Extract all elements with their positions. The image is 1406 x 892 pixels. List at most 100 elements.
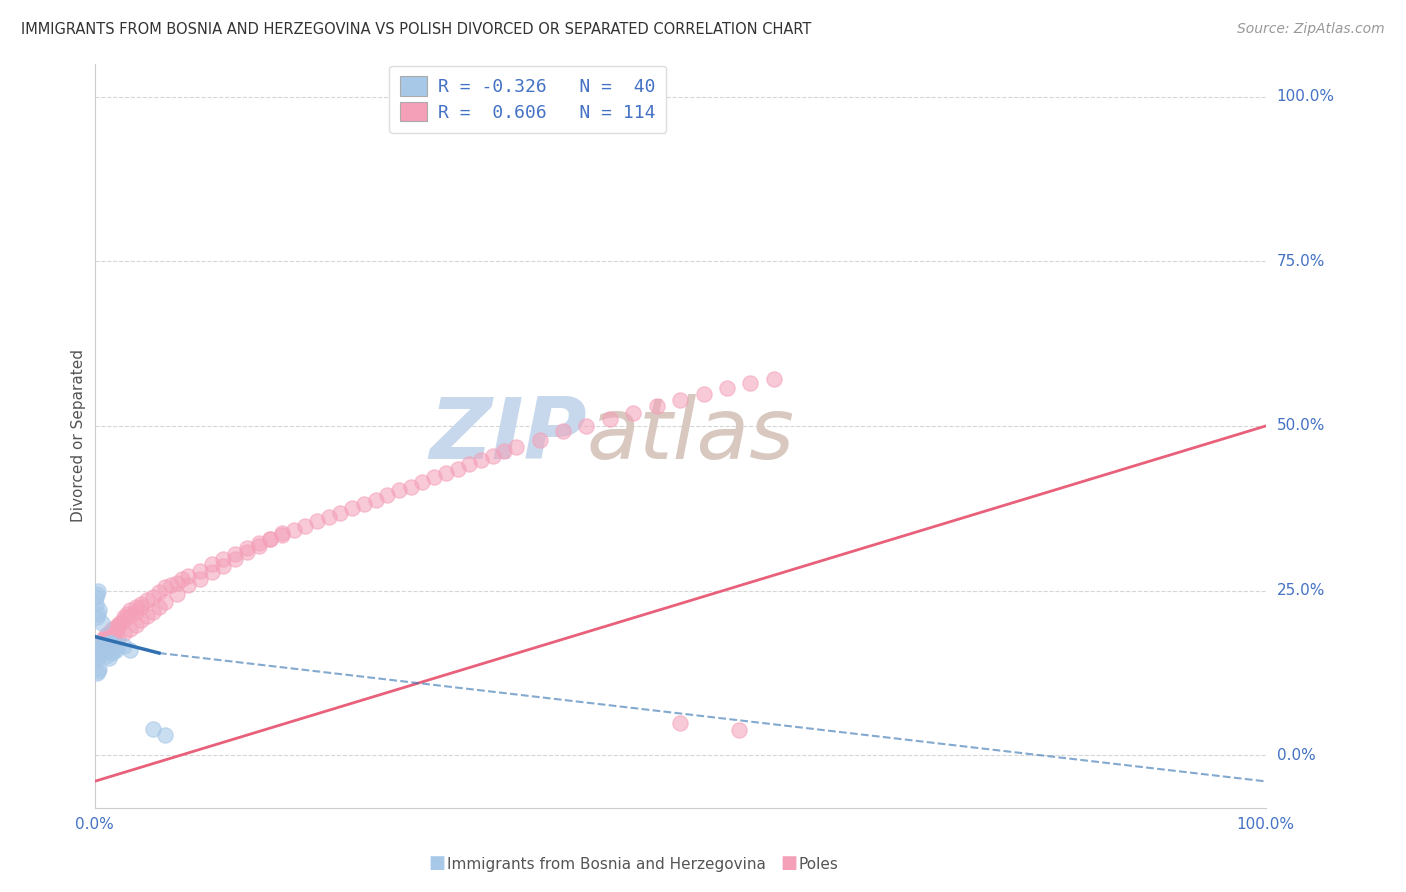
- Point: [159, 578, 181, 592]
- Point: [117, 607, 139, 621]
- Point: [93, 640, 115, 654]
- Point: [131, 613, 153, 627]
- Point: [107, 640, 129, 654]
- Point: [283, 523, 305, 537]
- Point: [669, 716, 692, 731]
- Point: [259, 532, 281, 546]
- Point: [101, 626, 124, 640]
- Point: [353, 497, 375, 511]
- Point: [94, 640, 117, 654]
- Point: [103, 623, 125, 637]
- Point: [388, 483, 411, 498]
- Point: [307, 515, 329, 529]
- Point: [86, 644, 108, 658]
- Point: [91, 632, 114, 647]
- Point: [294, 519, 316, 533]
- Point: [89, 640, 111, 654]
- Point: [271, 525, 294, 540]
- Text: 0.0%: 0.0%: [1277, 747, 1316, 763]
- Point: [87, 607, 110, 621]
- Point: [84, 597, 107, 611]
- Point: [740, 376, 762, 391]
- Point: [89, 603, 111, 617]
- Text: ■: ■: [780, 855, 797, 872]
- Point: [124, 617, 146, 632]
- Point: [399, 479, 422, 493]
- Point: [131, 599, 153, 614]
- Point: [166, 575, 188, 590]
- Point: [84, 646, 107, 660]
- Point: [86, 610, 108, 624]
- Point: [96, 628, 118, 642]
- Point: [142, 722, 165, 736]
- Point: [621, 406, 644, 420]
- Point: [259, 532, 281, 546]
- Point: [124, 599, 146, 614]
- Point: [470, 453, 492, 467]
- Point: [212, 552, 235, 566]
- Text: ZIP: ZIP: [429, 394, 586, 477]
- Text: 25.0%: 25.0%: [1277, 583, 1324, 598]
- Point: [107, 620, 129, 634]
- Point: [118, 603, 141, 617]
- Point: [118, 608, 141, 623]
- Point: [118, 622, 141, 636]
- Point: [153, 728, 176, 742]
- Point: [224, 552, 246, 566]
- Point: [177, 578, 200, 592]
- Point: [318, 509, 340, 524]
- Point: [90, 635, 112, 649]
- Point: [87, 641, 110, 656]
- Point: [96, 635, 118, 649]
- Point: [89, 640, 111, 654]
- Point: [86, 587, 108, 601]
- Point: [101, 646, 124, 660]
- Point: [93, 646, 115, 660]
- Legend: R = -0.326   N =  40, R =  0.606   N = 114: R = -0.326 N = 40, R = 0.606 N = 114: [389, 66, 666, 133]
- Point: [86, 665, 108, 680]
- Point: [112, 613, 135, 627]
- Point: [94, 644, 117, 658]
- Point: [247, 539, 270, 553]
- Point: [104, 642, 127, 657]
- Point: [89, 642, 111, 657]
- Point: [86, 646, 108, 660]
- Point: [224, 547, 246, 561]
- Point: [364, 492, 387, 507]
- Point: [505, 440, 527, 454]
- Point: [599, 412, 621, 426]
- Point: [90, 641, 112, 656]
- Point: [112, 640, 135, 654]
- Point: [136, 593, 159, 607]
- Point: [86, 640, 108, 654]
- Point: [107, 617, 129, 632]
- Point: [669, 392, 692, 407]
- Point: [84, 590, 107, 604]
- Point: [87, 583, 110, 598]
- Point: [188, 564, 211, 578]
- Point: [188, 572, 211, 586]
- Point: [89, 646, 111, 660]
- Point: [96, 649, 118, 664]
- Point: [342, 501, 364, 516]
- Point: [727, 723, 749, 737]
- Point: [100, 628, 122, 642]
- Point: [481, 449, 503, 463]
- Point: [100, 636, 122, 650]
- Point: [87, 664, 110, 678]
- Text: IMMIGRANTS FROM BOSNIA AND HERZEGOVINA VS POLISH DIVORCED OR SEPARATED CORRELATI: IMMIGRANTS FROM BOSNIA AND HERZEGOVINA V…: [21, 22, 811, 37]
- Point: [434, 467, 457, 481]
- Point: [692, 387, 714, 401]
- Point: [98, 638, 121, 652]
- Point: [93, 642, 115, 657]
- Point: [90, 640, 112, 654]
- Point: [551, 424, 574, 438]
- Point: [86, 649, 108, 664]
- Point: [177, 569, 200, 583]
- Point: [104, 624, 127, 639]
- Point: [375, 488, 398, 502]
- Point: [148, 599, 170, 614]
- Point: [96, 640, 118, 654]
- Point: [112, 610, 135, 624]
- Point: [271, 527, 294, 541]
